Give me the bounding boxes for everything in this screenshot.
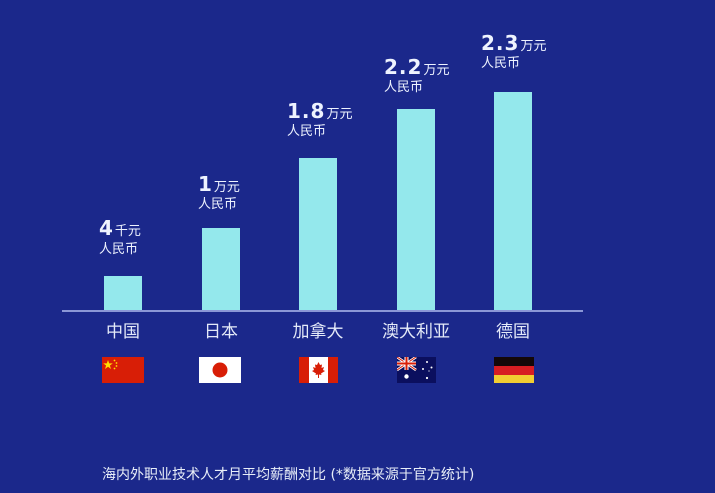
value-label-germany: 2.3万元 [481,31,547,55]
bar-australia [397,109,435,311]
currency-label-germany: 人民币 [481,56,521,71]
value-label-japan: 1万元 [198,172,240,196]
australia-flag-icon [397,357,436,383]
japan-flag-icon [199,357,241,383]
value-label-china: 4千元 [99,216,141,240]
currency-label-china: 人民币 [99,242,139,257]
currency-label-australia: 人民币 [384,80,424,95]
category-label-japan: 日本 [204,322,238,342]
value-label-australia: 2.2万元 [384,55,450,79]
currency-label-canada: 人民币 [287,124,327,139]
chart-caption: 海内外职业技术人才月平均薪酬对比 (*数据来源于官方统计) [102,467,475,483]
bar-china [104,276,142,311]
value-label-canada: 1.8万元 [287,99,353,123]
category-label-china: 中国 [106,322,140,342]
category-label-germany: 德国 [496,322,530,342]
bar-canada [299,158,337,311]
category-label-canada: 加拿大 [292,322,344,342]
germany-flag-icon [494,357,534,383]
bar-japan [202,228,240,311]
bar-germany [494,92,532,311]
china-flag-icon [102,357,144,383]
category-label-australia: 澳大利亚 [382,322,450,342]
canada-flag-icon [299,357,338,383]
currency-label-japan: 人民币 [198,197,238,212]
x-axis-line [62,310,583,312]
